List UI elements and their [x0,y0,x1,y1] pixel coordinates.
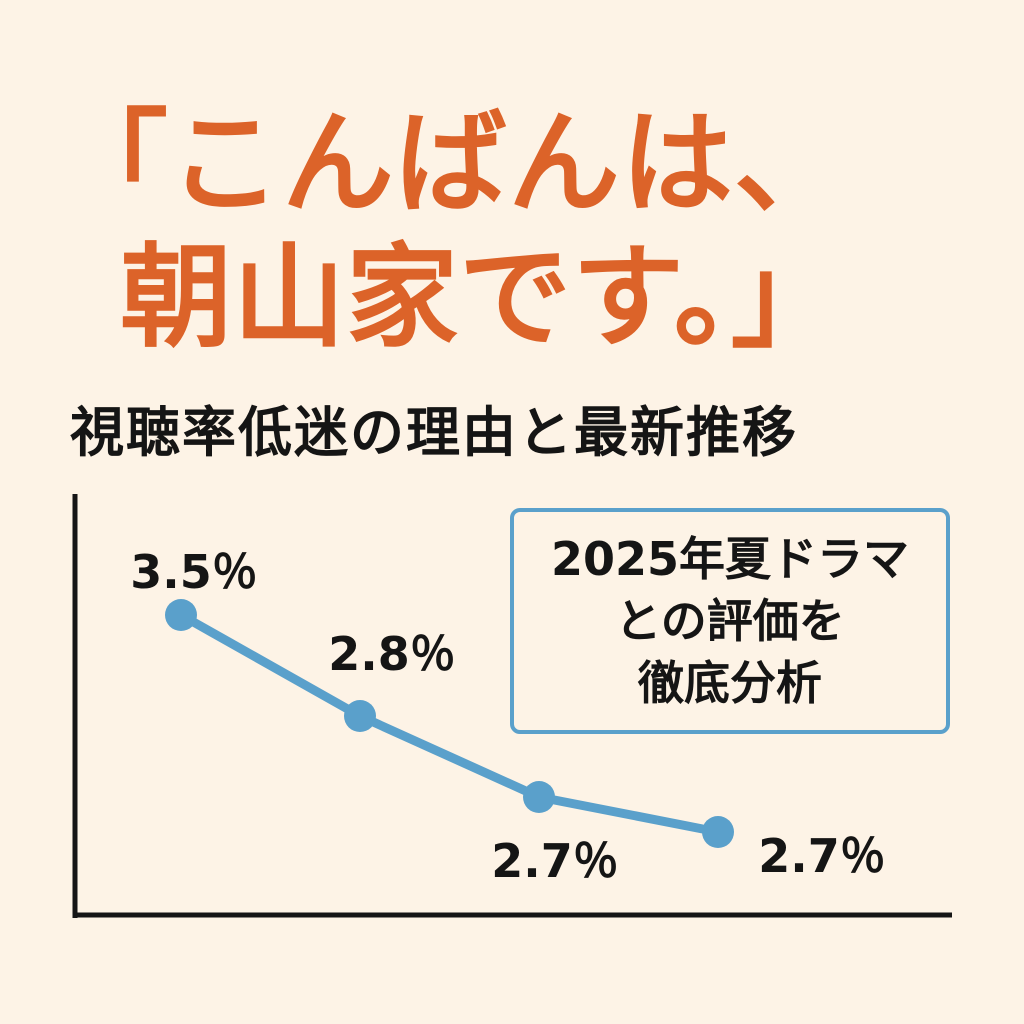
data-label-3: 2.7％ [491,834,619,888]
data-point-1 [165,599,197,631]
data-label-2: 2.8％ [328,627,456,681]
headline-line-1: 「こんばんは、 [56,99,847,229]
callout-line-3: 徹底分析 [638,656,822,710]
data-label-1: 3.5％ [130,545,258,599]
callout-line-2: との評価を [615,594,845,648]
series-line [176,610,723,837]
subtitle: 視聴率低迷の理由と最新推移 [70,401,798,464]
callout-line-1: 2025年夏ドラマ [550,532,910,586]
data-label-4: 2.7％ [758,829,886,883]
data-point-4 [702,816,734,848]
analysis-callout-box: 2025年夏ドラマ との評価を 徹底分析 [510,508,950,734]
data-point-2 [344,700,376,732]
headline-line-2: 朝山家です。」 [120,233,844,363]
data-point-3 [523,781,555,813]
